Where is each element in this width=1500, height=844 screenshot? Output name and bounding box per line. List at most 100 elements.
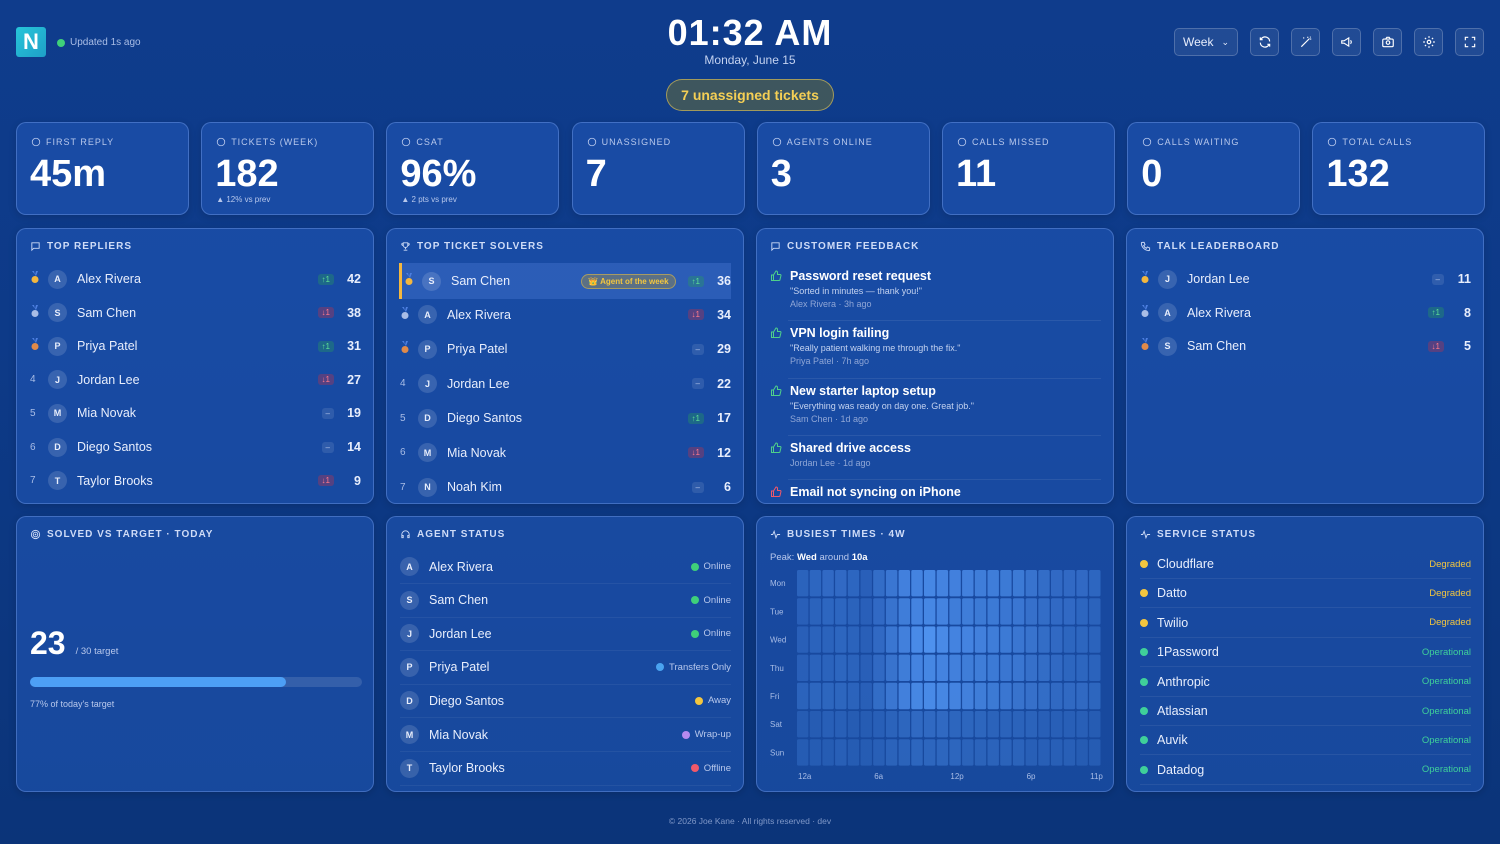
heatmap-cell[interactable] (835, 598, 847, 625)
heatmap-cell[interactable] (860, 682, 872, 710)
heatmap-cell[interactable] (924, 654, 936, 681)
heatmap-cell[interactable] (898, 711, 910, 738)
heatmap-cell[interactable] (1063, 711, 1076, 738)
heatmap-cell[interactable] (898, 598, 910, 625)
heatmap-cell[interactable] (936, 739, 949, 766)
heatmap-cell[interactable] (885, 711, 898, 738)
heatmap-cell[interactable] (1063, 570, 1076, 597)
heatmap-cell[interactable] (974, 626, 987, 653)
heatmap-cell[interactable] (835, 739, 847, 766)
heatmap-cell[interactable] (924, 626, 936, 653)
heatmap-cell[interactable] (911, 654, 923, 681)
heatmap-cell[interactable] (1051, 626, 1063, 653)
heatmap-cell[interactable] (898, 682, 910, 710)
heatmap-cell[interactable] (1000, 654, 1012, 681)
heatmap-cell[interactable] (898, 570, 910, 597)
heatmap-cell[interactable] (1000, 711, 1012, 738)
heatmap-cell[interactable] (1076, 598, 1088, 625)
heatmap-cell[interactable] (962, 626, 974, 653)
heatmap-cell[interactable] (797, 739, 809, 766)
heatmap-cell[interactable] (949, 711, 961, 738)
heatmap-cell[interactable] (911, 598, 923, 625)
heatmap-cell[interactable] (1025, 739, 1037, 766)
heatmap-cell[interactable] (1038, 739, 1050, 766)
heatmap-cell[interactable] (797, 711, 809, 738)
heatmap-cell[interactable] (949, 654, 961, 681)
service-row[interactable]: Atlassian Operational (1140, 697, 1471, 726)
heatmap-cell[interactable] (987, 598, 999, 625)
heatmap-cell[interactable] (1076, 654, 1088, 681)
magic-button[interactable] (1291, 28, 1320, 56)
leaderboard-row[interactable]: 6 D Diego Santos – 14 (30, 430, 361, 464)
heatmap-cell[interactable] (1038, 598, 1050, 625)
heatmap-cell[interactable] (1063, 626, 1076, 653)
heatmap-cell[interactable] (987, 626, 999, 653)
heatmap-cell[interactable] (797, 682, 809, 710)
heatmap-cell[interactable] (835, 626, 847, 653)
leaderboard-row[interactable]: S Sam Chen ↓1 38 (30, 296, 361, 330)
heatmap-cell[interactable] (1063, 598, 1076, 625)
heatmap-cell[interactable] (1089, 682, 1101, 710)
service-row[interactable]: Anthropic Operational (1140, 668, 1471, 697)
heatmap-cell[interactable] (835, 711, 847, 738)
heatmap-cell[interactable] (1063, 682, 1076, 710)
heatmap-cell[interactable] (1000, 626, 1012, 653)
heatmap-cell[interactable] (1089, 570, 1101, 597)
service-row[interactable]: 1Password Operational (1140, 638, 1471, 668)
heatmap-cell[interactable] (1089, 654, 1101, 681)
heatmap-cell[interactable] (797, 654, 809, 681)
heatmap-cell[interactable] (822, 739, 834, 766)
heatmap-cell[interactable] (847, 570, 860, 597)
heatmap-cell[interactable] (873, 598, 885, 625)
feedback-item[interactable]: New starter laptop setup "Everything was … (770, 384, 1101, 424)
heatmap-cell[interactable] (1012, 739, 1025, 766)
heatmap-cell[interactable] (911, 711, 923, 738)
feedback-item[interactable]: Shared drive access Jordan Lee · 1d ago (770, 441, 1101, 468)
heatmap-cell[interactable] (847, 739, 860, 766)
settings-button[interactable] (1414, 28, 1443, 56)
heatmap-cell[interactable] (1012, 626, 1025, 653)
heatmap-cell[interactable] (949, 682, 961, 710)
heatmap-cell[interactable] (1025, 598, 1037, 625)
heatmap-cell[interactable] (847, 682, 860, 710)
heatmap-cell[interactable] (1051, 654, 1063, 681)
heatmap-cell[interactable] (962, 682, 974, 710)
service-row[interactable]: Twilio Degraded (1140, 609, 1471, 638)
heatmap-cell[interactable] (885, 598, 898, 625)
heatmap-cell[interactable] (987, 654, 999, 681)
heatmap-cell[interactable] (911, 739, 923, 766)
heatmap-cell[interactable] (797, 626, 809, 653)
heatmap-cell[interactable] (898, 739, 910, 766)
heatmap-cell[interactable] (860, 570, 872, 597)
heatmap-cell[interactable] (847, 626, 860, 653)
heatmap-cell[interactable] (1051, 711, 1063, 738)
heatmap-cell[interactable] (847, 598, 860, 625)
heatmap-cell[interactable] (936, 654, 949, 681)
heatmap-cell[interactable] (987, 739, 999, 766)
heatmap-cell[interactable] (898, 626, 910, 653)
heatmap-cell[interactable] (1025, 626, 1037, 653)
heatmap-cell[interactable] (936, 711, 949, 738)
heatmap-cell[interactable] (1025, 682, 1037, 710)
heatmap-cell[interactable] (885, 654, 898, 681)
leaderboard-row[interactable]: A Alex Rivera ↑1 8 (1140, 296, 1471, 330)
heatmap-cell[interactable] (924, 570, 936, 597)
heatmap-cell[interactable] (1000, 570, 1012, 597)
heatmap-cell[interactable] (873, 711, 885, 738)
heatmap-cell[interactable] (962, 739, 974, 766)
heatmap-cell[interactable] (1025, 654, 1037, 681)
heatmap-cell[interactable] (835, 682, 847, 710)
heatmap-cell[interactable] (924, 682, 936, 710)
heatmap-cell[interactable] (797, 598, 809, 625)
unassigned-tickets-pill[interactable]: 7 unassigned tickets (666, 79, 834, 111)
heatmap-cell[interactable] (1038, 711, 1050, 738)
heatmap-cell[interactable] (860, 711, 872, 738)
heatmap-cell[interactable] (873, 739, 885, 766)
fullscreen-button[interactable] (1455, 28, 1484, 56)
heatmap-cell[interactable] (949, 598, 961, 625)
heatmap-cell[interactable] (847, 711, 860, 738)
heatmap-cell[interactable] (924, 711, 936, 738)
leaderboard-row[interactable]: 5 D Diego Santos ↑1 17 (400, 401, 731, 435)
heatmap-cell[interactable] (822, 682, 834, 710)
heatmap-cell[interactable] (1012, 654, 1025, 681)
